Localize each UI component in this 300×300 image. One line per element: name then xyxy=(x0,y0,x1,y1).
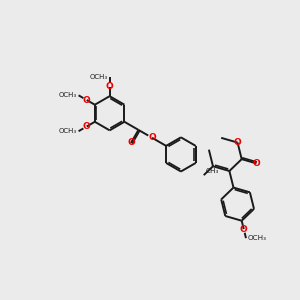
Text: O: O xyxy=(148,133,156,142)
Text: O: O xyxy=(83,122,91,131)
Text: O: O xyxy=(127,138,135,147)
Text: O: O xyxy=(106,82,113,91)
Text: OCH₃: OCH₃ xyxy=(58,128,76,134)
Text: O: O xyxy=(83,95,91,104)
Text: OCH₃: OCH₃ xyxy=(89,74,108,80)
Text: CH₃: CH₃ xyxy=(206,168,219,174)
Text: O: O xyxy=(234,138,242,147)
Text: OCH₃: OCH₃ xyxy=(58,92,76,98)
Text: OCH₃: OCH₃ xyxy=(248,235,267,241)
Text: O: O xyxy=(240,224,247,233)
Text: O: O xyxy=(253,159,260,168)
